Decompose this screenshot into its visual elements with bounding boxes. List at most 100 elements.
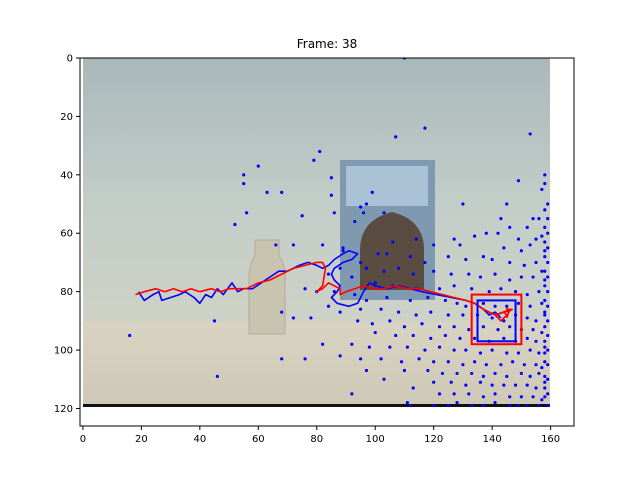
particle-point-70 <box>382 269 386 273</box>
particle-point-65 <box>522 263 526 267</box>
particle-point-209 <box>432 380 436 384</box>
particle-point-154 <box>473 336 477 340</box>
particle-point-40 <box>540 234 544 238</box>
particle-point-252 <box>546 348 550 352</box>
particle-point-150 <box>411 333 415 338</box>
particle-point-238 <box>525 403 529 408</box>
particle-point-174 <box>528 348 532 352</box>
particle-point-244 <box>546 231 550 235</box>
particle-point-16 <box>543 173 547 177</box>
particle-point-96 <box>303 287 307 291</box>
x-axis: 0 20 40 60 80 100 120 140 160 <box>80 426 560 445</box>
particle-point-183 <box>417 357 421 361</box>
particle-point-46 <box>414 237 418 241</box>
particle-point-111 <box>528 304 532 308</box>
particle-point-152 <box>443 333 447 338</box>
particle-point-153 <box>458 336 462 340</box>
particle-point-206 <box>543 374 547 378</box>
table-region <box>83 322 550 406</box>
particle-point-17 <box>543 181 547 186</box>
particle-point-77 <box>493 272 497 276</box>
particle-point-22 <box>528 132 532 136</box>
particle-point-60 <box>446 255 450 259</box>
particle-point-3 <box>318 149 322 154</box>
particle-point-213 <box>490 383 494 387</box>
particle-point-203 <box>519 371 523 376</box>
particle-point-104 <box>443 298 447 303</box>
particle-point-126 <box>525 316 529 320</box>
bounding-box-1 <box>476 299 517 343</box>
particle-point-127 <box>534 319 538 323</box>
particle-point-75 <box>467 272 471 276</box>
particle-point-71 <box>397 266 401 270</box>
particle-point-113 <box>326 304 331 308</box>
particle-point-66 <box>534 260 538 265</box>
particle-point-199 <box>470 371 474 376</box>
particle-point-42 <box>458 243 462 247</box>
particle-point-27 <box>361 211 366 215</box>
particle-point-61 <box>464 257 468 262</box>
particle-point-91 <box>487 290 491 294</box>
particle-point-246 <box>546 260 550 265</box>
particle-point-68 <box>359 260 363 265</box>
particle-point-119 <box>429 310 433 314</box>
particle-point-28 <box>382 211 386 215</box>
particle-point-15 <box>461 202 465 206</box>
particle-point-188 <box>484 363 488 367</box>
particle-point-114 <box>338 310 342 314</box>
particle-point-262 <box>543 310 547 314</box>
particle-point-93 <box>513 290 518 294</box>
particle-point-117 <box>397 310 401 314</box>
particle-point-210 <box>449 380 453 384</box>
particle-point-233 <box>470 403 474 408</box>
particle-point-13 <box>359 205 363 209</box>
particle-point-264 <box>543 345 547 349</box>
particle-point-14 <box>364 202 369 206</box>
y-tick-label-1: 20 <box>60 112 73 123</box>
particle-point-219 <box>350 392 354 396</box>
particle-point-10 <box>280 190 284 194</box>
particle-point-235 <box>493 401 497 405</box>
particle-point-254 <box>546 377 550 381</box>
particle-point-250 <box>546 319 550 323</box>
particle-point-34 <box>537 217 541 221</box>
particle-point-257 <box>543 240 547 244</box>
particle-point-18 <box>540 187 544 192</box>
particle-point-178 <box>303 357 307 361</box>
particle-point-240 <box>546 403 550 408</box>
particle-point-243 <box>546 217 550 221</box>
particle-point-242 <box>432 403 436 408</box>
particle-point-80 <box>531 275 535 279</box>
particle-point-137 <box>437 325 442 329</box>
particle-point-193 <box>540 365 544 370</box>
x-tick-label-5: 100 <box>366 434 385 445</box>
particle-point-128 <box>543 313 547 317</box>
particle-point-67 <box>540 269 544 273</box>
particle-point-26 <box>332 211 336 215</box>
particle-point-149 <box>394 333 398 338</box>
particle-point-78 <box>508 278 512 282</box>
particle-point-82 <box>326 272 331 276</box>
particle-point-51 <box>528 243 532 247</box>
particle-point-19 <box>516 179 521 183</box>
particle-point-39 <box>534 237 538 241</box>
particle-point-33 <box>531 217 535 221</box>
particle-point-64 <box>508 260 512 265</box>
particle-point-52 <box>543 249 547 253</box>
y-tick-label-2: 40 <box>60 170 73 181</box>
particle-point-192 <box>534 363 538 367</box>
particle-point-57 <box>385 252 389 256</box>
particle-point-187 <box>473 360 477 364</box>
x-tick-label-4: 80 <box>310 434 323 445</box>
particle-point-259 <box>543 269 547 273</box>
particle-point-142 <box>508 325 512 329</box>
y-tick-label-5: 100 <box>54 346 73 357</box>
particle-point-239 <box>537 403 541 408</box>
particle-point-211 <box>464 383 468 387</box>
particle-point-247 <box>546 275 550 279</box>
particle-point-84 <box>350 275 354 279</box>
particle-point-2 <box>394 135 398 139</box>
particle-point-118 <box>414 313 418 317</box>
particle-point-105 <box>455 301 459 305</box>
particle-point-220 <box>411 386 415 390</box>
